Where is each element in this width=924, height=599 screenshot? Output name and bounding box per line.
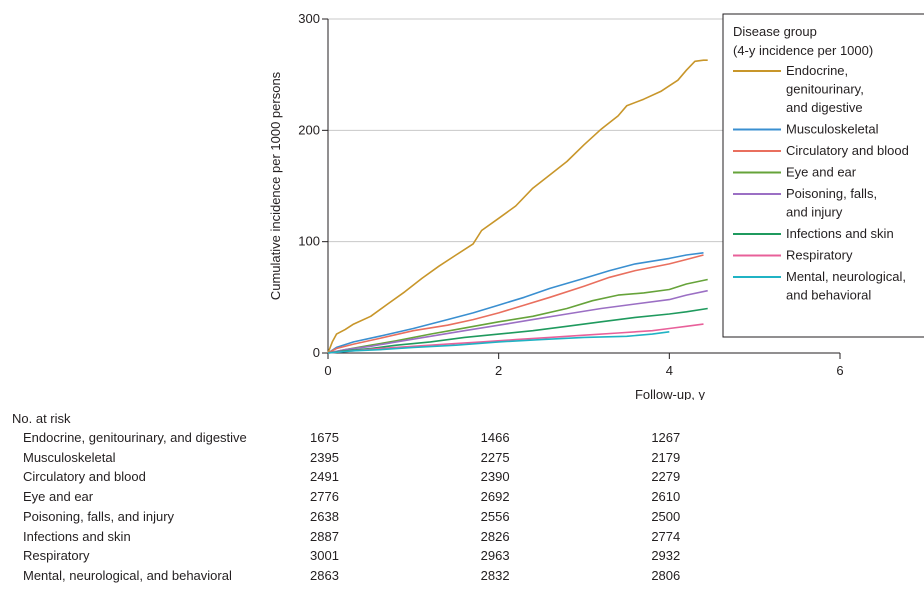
- at-risk-row-label: Eye and ear: [23, 489, 94, 505]
- y-tick-label: 0: [313, 345, 320, 360]
- at-risk-value: 2963: [480, 548, 510, 564]
- at-risk-value: 2390: [480, 469, 510, 485]
- at-risk-value: 2863: [310, 567, 339, 583]
- legend-label: Circulatory and blood: [786, 143, 909, 158]
- legend-subtitle: (4-y incidence per 1000): [733, 43, 873, 58]
- legend-label: genitourinary,: [786, 82, 864, 97]
- series-lines: [327, 59, 708, 354]
- x-tick-label: 2: [495, 363, 502, 378]
- y-tick-label: 200: [298, 122, 320, 137]
- at-risk-value: 2806: [651, 567, 681, 583]
- series-line: [327, 307, 708, 354]
- at-risk-value: 2279: [651, 469, 681, 485]
- at-risk-value: 1466: [480, 430, 510, 445]
- at-risk-row-label: Poisoning, falls, and injury: [23, 508, 175, 524]
- at-risk-row: Mental, neurological, and behavioral 2863…: [0, 568, 924, 587]
- at-risk-row-label: Respiratory: [23, 548, 90, 564]
- series-line: [327, 254, 704, 354]
- series-line: [327, 252, 704, 354]
- at-risk-row: Circulatory and blood 2491 2390 2279: [0, 469, 924, 488]
- legend-label: Endocrine,: [786, 63, 848, 78]
- at-risk-value: 2638: [310, 508, 339, 524]
- legend-label: Eye and ear: [786, 165, 857, 180]
- legend-title: Disease group: [733, 24, 817, 39]
- y-tick-label: 100: [298, 234, 320, 249]
- x-tick-label: 6: [836, 363, 843, 378]
- axes: 0 100 200 300 0 2 4 6: [298, 11, 843, 378]
- at-risk-value: 2556: [480, 508, 510, 524]
- series-line: [327, 278, 708, 354]
- at-risk-row-label: Endocrine, genitourinary, and digestive: [23, 430, 247, 445]
- at-risk-value: 2774: [651, 528, 681, 544]
- at-risk-value: 2491: [310, 469, 339, 485]
- at-risk-row: Poisoning, falls, and injury 2638 2556 2500: [0, 509, 924, 528]
- legend-label: Musculoskeletal: [786, 122, 879, 137]
- legend-box: [722, 13, 924, 338]
- at-risk-value: 2776: [310, 489, 339, 505]
- at-risk-value: 2826: [480, 528, 510, 544]
- at-risk-value: 2395: [310, 449, 339, 465]
- at-risk-row: Respiratory 3001 2963 2932: [0, 548, 924, 567]
- at-risk-value: 3001: [310, 548, 339, 564]
- at-risk-row: Musculoskeletal 2395 2275 2179: [0, 450, 924, 469]
- series-line: [327, 59, 708, 354]
- legend-label: Infections and skin: [786, 226, 894, 241]
- y-tick-label: 300: [298, 11, 320, 26]
- at-risk-value: 2179: [651, 449, 681, 465]
- legend-label: and injury: [786, 205, 843, 220]
- legend-label: Respiratory: [786, 248, 853, 263]
- legend-label: and behavioral: [786, 288, 871, 303]
- legend-label: Poisoning, falls,: [786, 186, 877, 201]
- at-risk-row: Endocrine, genitourinary, and digestive 1…: [0, 430, 924, 449]
- at-risk-row-label: Musculoskeletal: [23, 449, 116, 465]
- cumulative-incidence-chart: 0 100 200 300 0 2 4 6 Cumulative incidence per …: [268, 11, 924, 400]
- at-risk-value: 2692: [480, 489, 510, 505]
- at-risk-value: 2500: [651, 508, 681, 524]
- series-line: [327, 331, 670, 354]
- series-line: [327, 323, 704, 354]
- at-risk-row: Infections and skin 2887 2826 2774: [0, 529, 924, 548]
- legend-label: Mental, neurological,: [786, 269, 906, 284]
- at-risk-row-label: Circulatory and blood: [23, 469, 146, 485]
- at-risk-value: 1675: [310, 430, 339, 445]
- at-risk-value: 1267: [651, 430, 681, 445]
- at-risk-row: Eye and ear 2776 2692 2610: [0, 489, 924, 508]
- at-risk-value: 2275: [480, 449, 510, 465]
- at-risk-row-label: Mental, neurological, and behavioral: [23, 567, 232, 583]
- y-axis-label: Cumulative incidence per 1000 persons: [268, 71, 283, 300]
- x-tick-label: 4: [666, 363, 673, 378]
- x-axis-label: Follow-up, y: [635, 387, 706, 400]
- x-tick-label: 0: [324, 363, 331, 378]
- at-risk-title: No. at risk: [12, 411, 71, 426]
- at-risk-row-label: Infections and skin: [23, 528, 131, 544]
- at-risk-value: 2887: [310, 528, 339, 544]
- legend-label: and digestive: [786, 100, 863, 115]
- legend: Disease group (4-y incidence per 1000) E…: [722, 13, 924, 338]
- series-line: [327, 289, 708, 354]
- at-risk-value: 2832: [480, 567, 510, 583]
- at-risk-value: 2932: [651, 548, 681, 564]
- at-risk-value: 2610: [651, 489, 681, 505]
